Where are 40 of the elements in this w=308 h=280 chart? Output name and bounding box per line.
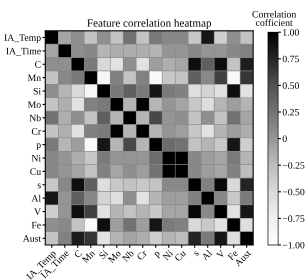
y-tick-label: C <box>35 61 41 68</box>
y-tick-label: Cu <box>30 168 41 175</box>
color-bar-label: −0.50 <box>282 188 304 196</box>
color-bar-label: −0.25 <box>282 162 304 169</box>
color-bar-label: 1.00 <box>283 29 299 36</box>
x-tick-label: s <box>194 250 200 256</box>
x-tick-label: C <box>74 250 82 258</box>
x-tick-label: Mo <box>108 250 122 264</box>
chart-title: Feature correlation heatmap <box>87 18 212 29</box>
y-tick-label: IA_Temp <box>4 34 41 43</box>
y-tick-label: Cr <box>32 128 42 135</box>
color-bar-label: 0.25 <box>282 108 299 116</box>
y-tick-label: Al <box>31 194 41 202</box>
y-tick-label: V <box>34 208 41 216</box>
y-tick-label: Mo <box>28 101 41 108</box>
x-tick-label: Cr <box>136 249 148 261</box>
x-tick-label: Nb <box>122 249 134 262</box>
y-tick-label: Mn <box>28 74 41 82</box>
color-bar-title: Correlation cofficient <box>252 10 296 26</box>
x-tick-label: Mn <box>82 250 96 264</box>
y-tick-label: Nb <box>30 114 41 122</box>
y-tick-label: Aust <box>22 235 42 242</box>
color-bar-label: 0.75 <box>282 56 299 62</box>
color-bar-label: 0 <box>282 136 287 142</box>
y-tick-label: p <box>36 143 41 150</box>
x-tick-label: Cu <box>174 250 186 262</box>
x-tick-label: Al <box>200 249 212 261</box>
y-tick-label: Fe <box>32 222 41 228</box>
x-tick-label: Fe <box>227 250 238 261</box>
x-tick-label: V <box>216 250 226 259</box>
x-tick-label: p <box>154 250 162 259</box>
x-tick-label: Ni <box>162 250 174 261</box>
y-tick-label: IA_Time <box>6 48 41 56</box>
x-tick-label: Si <box>98 250 108 260</box>
y-tick-label: Si <box>34 88 41 95</box>
y-tick-label: Ni <box>32 154 41 162</box>
color-bar-label: −1.00 <box>282 242 304 249</box>
color-bar-label: 0.50 <box>282 82 299 89</box>
color-bar-label: −0.75 <box>282 215 304 222</box>
y-tick-label: s <box>38 184 41 188</box>
